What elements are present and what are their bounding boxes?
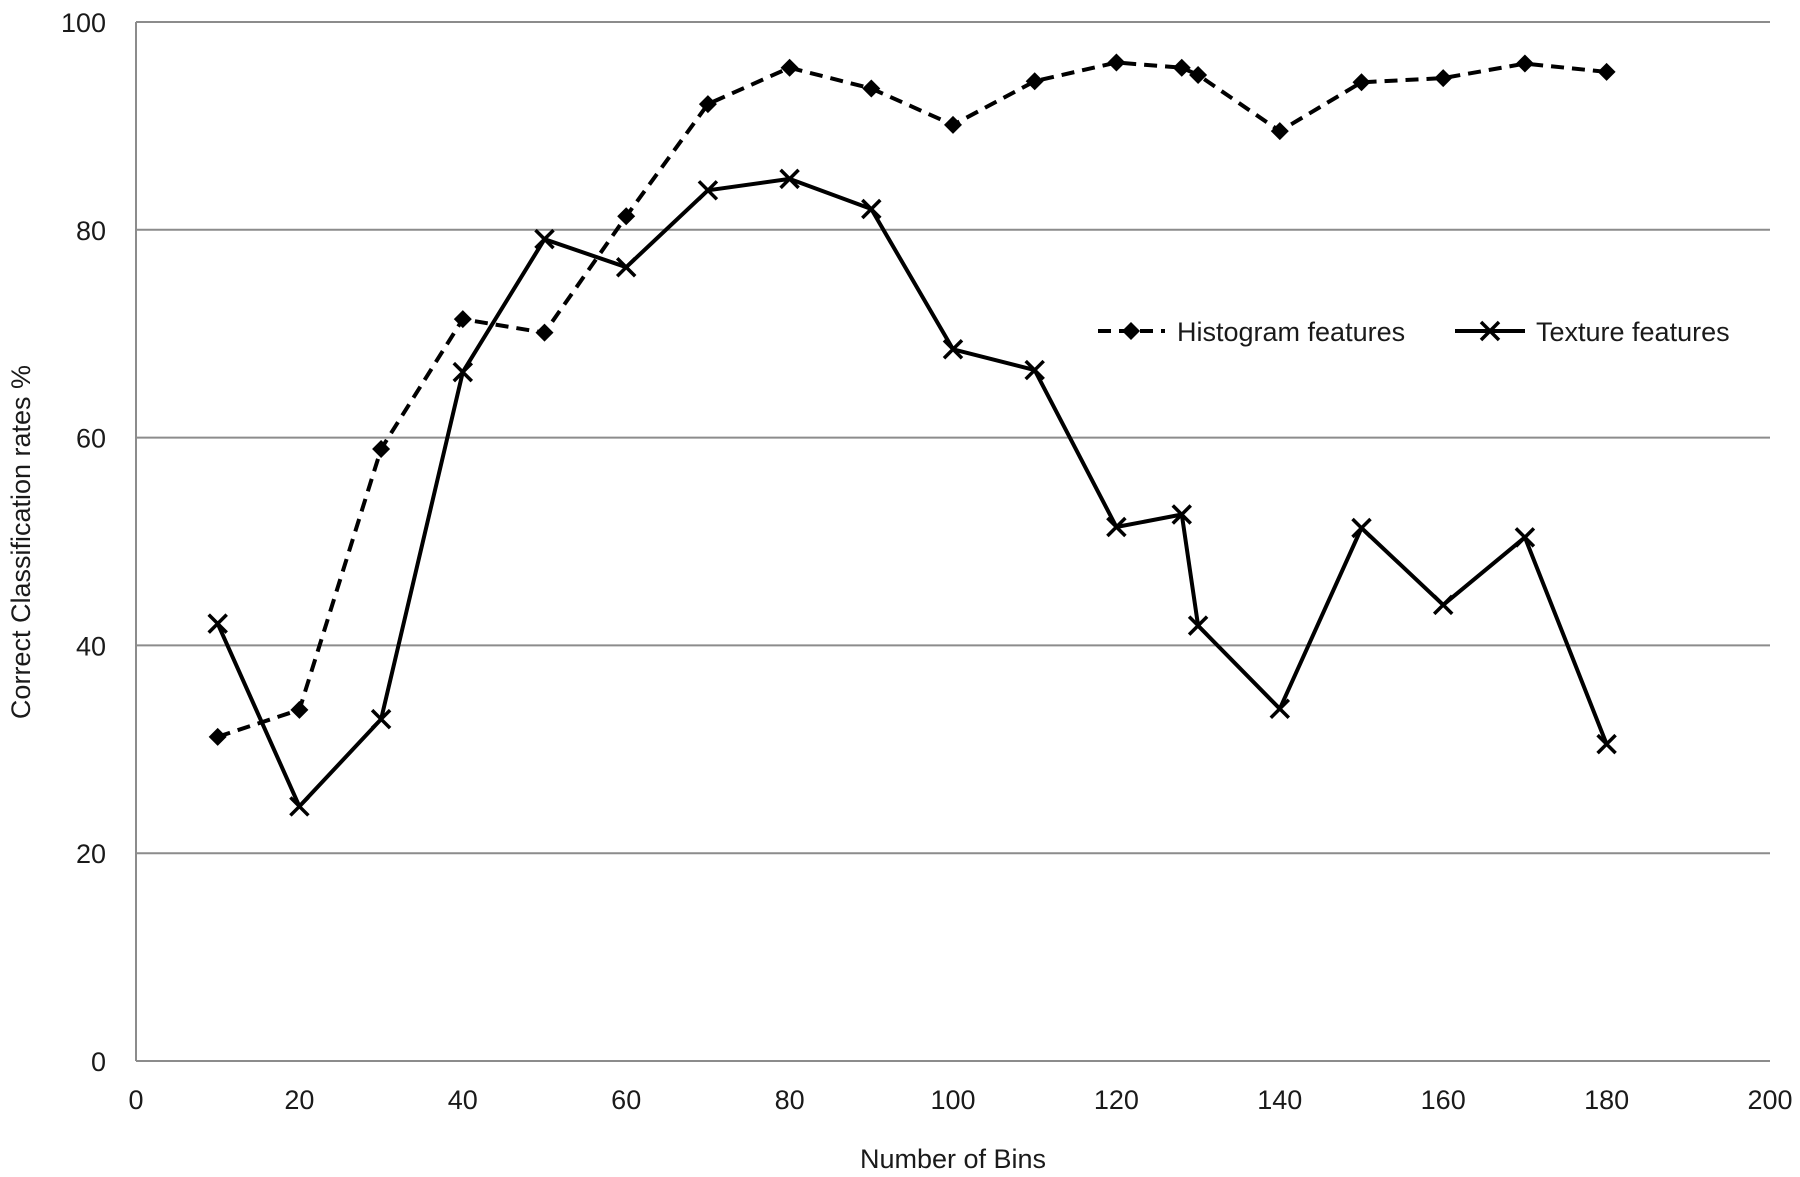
data-point-diamond-160 <box>1434 69 1453 88</box>
series <box>207 53 1617 817</box>
data-point-diamond-170 <box>1515 54 1534 73</box>
data-point-x-10 <box>207 613 228 634</box>
x-tick-label-140: 140 <box>1257 1085 1302 1115</box>
data-point-x-90 <box>861 198 882 220</box>
grid-lines <box>136 21 1770 855</box>
x-tick-label-60: 60 <box>611 1085 641 1115</box>
data-point-diamond-80 <box>780 58 799 77</box>
y-tick-labels: 0 20 40 60 80 100 <box>61 8 106 1077</box>
legend-histogram-label: Histogram features <box>1177 317 1405 347</box>
y-axis-title: Correct Classification rates % <box>6 365 36 719</box>
data-point-x-30 <box>370 708 392 730</box>
x-tick-label-160: 160 <box>1421 1085 1466 1115</box>
data-point-x-120 <box>1106 516 1127 538</box>
data-point-diamond-10 <box>208 727 227 746</box>
data-point-x-20 <box>289 796 310 817</box>
x-tick-labels: 0 20 40 60 80 100 120 140 160 180 200 <box>128 1085 1792 1115</box>
data-point-diamond-130 <box>1189 65 1208 84</box>
data-point-diamond-30 <box>372 440 391 459</box>
y-tick-label-60: 60 <box>76 424 106 454</box>
x-tick-label-200: 200 <box>1747 1085 1792 1115</box>
data-point-x-130 <box>1187 615 1209 636</box>
y-tick-label-40: 40 <box>76 631 106 661</box>
data-point-x-140 <box>1269 698 1291 720</box>
data-point-diamond-40 <box>453 310 472 329</box>
x-tick-label-180: 180 <box>1584 1085 1629 1115</box>
legend-texture-label: Texture features <box>1536 317 1730 347</box>
data-point-diamond-50 <box>535 323 554 342</box>
axes <box>135 22 1770 1062</box>
data-point-x-170 <box>1514 527 1536 548</box>
legend-item-histogram: Histogram features <box>1098 317 1405 347</box>
x-tick-label-120: 120 <box>1094 1085 1139 1115</box>
series-line-1 <box>215 176 1609 809</box>
data-point-x-40 <box>452 361 474 383</box>
data-point-x-70 <box>697 180 719 201</box>
series-texture-features <box>207 168 1617 817</box>
data-point-diamond-140 <box>1270 122 1289 141</box>
data-point-diamond-180 <box>1597 62 1616 81</box>
data-point-diamond-20 <box>290 700 309 719</box>
legend: Histogram features Texture features <box>1098 317 1730 347</box>
legend-histogram-diamond-marker <box>1122 322 1140 340</box>
data-point-x-128 <box>1171 504 1192 525</box>
data-point-x-180 <box>1596 733 1617 755</box>
x-tick-label-0: 0 <box>128 1085 143 1115</box>
x-tick-label-100: 100 <box>930 1085 975 1115</box>
data-point-x-50 <box>534 228 555 250</box>
x-tick-label-20: 20 <box>284 1085 314 1115</box>
data-point-diamond-100 <box>944 115 962 134</box>
x-axis-title: Number of Bins <box>860 1144 1046 1174</box>
x-tick-label-40: 40 <box>448 1085 478 1115</box>
legend-item-texture: Texture features <box>1455 317 1730 347</box>
data-point-diamond-70 <box>698 95 717 114</box>
data-point-diamond-60 <box>617 207 636 226</box>
data-point-x-80 <box>779 168 800 190</box>
legend-texture-x-marker <box>1479 320 1501 342</box>
y-tick-label-0: 0 <box>91 1047 106 1077</box>
data-point-diamond-90 <box>862 79 881 98</box>
data-point-x-150 <box>1351 517 1372 539</box>
y-tick-label-100: 100 <box>61 8 106 38</box>
data-point-diamond-128 <box>1172 58 1191 77</box>
x-tick-label-80: 80 <box>775 1085 805 1115</box>
data-point-diamond-150 <box>1352 73 1371 92</box>
series-histogram-features <box>208 53 1616 746</box>
data-point-diamond-120 <box>1107 53 1126 72</box>
y-tick-label-80: 80 <box>76 216 106 246</box>
data-point-x-160 <box>1432 594 1454 616</box>
data-point-x-100 <box>942 339 964 360</box>
data-point-x-60 <box>615 256 637 278</box>
data-point-diamond-110 <box>1025 72 1044 91</box>
y-tick-label-20: 20 <box>76 839 106 869</box>
data-point-x-110 <box>1024 359 1045 381</box>
series-line-0 <box>217 60 1607 739</box>
